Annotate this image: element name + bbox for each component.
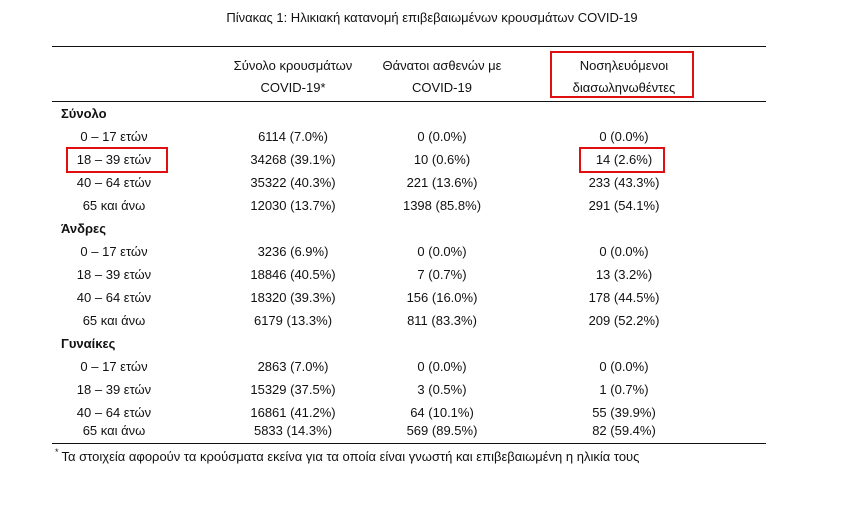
section-heading-men: Άνδρες: [61, 221, 106, 236]
column-header-line: COVID-19*: [260, 80, 326, 95]
table-row: 0 – 17 ετών 6114 (7.0%) 0 (0.0%) 0 (0.0%…: [0, 126, 864, 148]
deaths-cell: 0 (0.0%): [417, 359, 467, 374]
deaths-cell: 811 (83.3%): [407, 313, 477, 328]
footnote-text: Τα στοιχεία αφορούν τα κρούσματα εκείνα …: [61, 449, 640, 464]
table-row: 40 – 64 ετών 16861 (41.2%) 64 (10.1%) 55…: [0, 402, 864, 424]
cases-cell: 35322 (40.3%): [250, 175, 336, 190]
intubated-cell: 0 (0.0%): [599, 359, 649, 374]
intubated-cell: 1 (0.7%): [599, 382, 649, 397]
age-group-cell: 40 – 64 ετών: [76, 290, 152, 305]
age-group-cell: 65 και άνω: [82, 423, 146, 438]
table-title: Πίνακας 1: Ηλικιακή κατανομή επιβεβαιωμέ…: [226, 10, 638, 25]
table-top-rule: [52, 46, 766, 47]
age-group-cell: 65 και άνω: [82, 313, 146, 328]
highlight-box-intubated-header: [550, 51, 694, 98]
intubated-cell: 14 (2.6%): [595, 152, 653, 167]
cases-cell: 5833 (14.3%): [253, 423, 333, 438]
table-row: 65 και άνω 6179 (13.3%) 811 (83.3%) 209 …: [0, 310, 864, 332]
cases-cell: 6114 (7.0%): [258, 129, 328, 144]
footnote: * Τα στοιχεία αφορούν τα κρούσματα εκείνα…: [55, 447, 640, 464]
table-bottom-rule: [52, 443, 766, 444]
table-row: 65 και άνω 12030 (13.7%) 1398 (85.8%) 29…: [0, 195, 864, 217]
intubated-cell: 291 (54.1%): [588, 198, 660, 213]
intubated-cell: 178 (44.5%): [588, 290, 660, 305]
cases-cell: 2863 (7.0%): [257, 359, 329, 374]
footnote-marker: *: [55, 447, 59, 457]
highlight-box-intubated-value: [579, 147, 665, 173]
deaths-cell: 156 (16.0%): [406, 290, 478, 305]
table-header-rule: [52, 101, 766, 102]
intubated-cell: 0 (0.0%): [599, 244, 649, 259]
age-group-cell: 40 – 64 ετών: [76, 175, 152, 190]
table-row: 18 – 39 ετών 18846 (40.5%) 7 (0.7%) 13 (…: [0, 264, 864, 286]
deaths-cell: 221 (13.6%): [406, 175, 478, 190]
age-group-cell: 0 – 17 ετών: [80, 244, 148, 259]
deaths-cell: 1398 (85.8%): [402, 198, 482, 213]
intubated-cell: 233 (43.3%): [588, 175, 660, 190]
age-group-cell: 65 και άνω: [82, 198, 146, 213]
column-header-line: διασωληνωθέντες: [572, 80, 676, 95]
table-row: 18 – 39 ετών 34268 (39.1%) 10 (0.6%) 14 …: [0, 149, 864, 171]
section-heading-total: Σύνολο: [61, 106, 107, 121]
cases-cell: 3236 (6.9%): [257, 244, 329, 259]
age-group-cell: 18 – 39 ετών: [76, 382, 152, 397]
table-row: 65 και άνω 5833 (14.3%) 569 (89.5%) 82 (…: [0, 420, 864, 442]
deaths-cell: 3 (0.5%): [417, 382, 467, 397]
cases-cell: 18846 (40.5%): [250, 267, 336, 282]
table-row: 0 – 17 ετών 3236 (6.9%) 0 (0.0%) 0 (0.0%…: [0, 241, 864, 263]
deaths-cell: 7 (0.7%): [417, 267, 467, 282]
deaths-cell: 64 (10.1%): [410, 405, 474, 420]
cases-cell: 12030 (13.7%): [250, 198, 336, 213]
age-group-cell: 40 – 64 ετών: [76, 405, 152, 420]
cases-cell: 6179 (13.3%): [253, 313, 333, 328]
cases-cell: 16861 (41.2%): [250, 405, 336, 420]
intubated-cell: 55 (39.9%): [592, 405, 656, 420]
table-row: 40 – 64 ετών 35322 (40.3%) 221 (13.6%) 2…: [0, 172, 864, 194]
column-header-deaths: Θάνατοι ασθενών με COVID-19: [362, 55, 522, 99]
intubated-cell: 209 (52.2%): [588, 313, 660, 328]
column-header-total-cases: Σύνολο κρουσμάτων COVID-19*: [213, 55, 373, 99]
intubated-cell: 13 (3.2%): [595, 267, 653, 282]
age-group-cell: 18 – 39 ετών: [76, 152, 152, 167]
deaths-cell: 0 (0.0%): [417, 129, 467, 144]
age-group-cell: 0 – 17 ετών: [80, 359, 148, 374]
column-header-line: COVID-19: [412, 80, 472, 95]
intubated-cell: 82 (59.4%): [592, 423, 656, 438]
column-header-intubated: Νοσηλευόμενοι διασωληνωθέντες: [544, 55, 704, 99]
age-group-cell: 0 – 17 ετών: [80, 129, 148, 144]
table-row: 0 – 17 ετών 2863 (7.0%) 0 (0.0%) 0 (0.0%…: [0, 356, 864, 378]
deaths-cell: 0 (0.0%): [417, 244, 467, 259]
deaths-cell: 569 (89.5%): [406, 423, 478, 438]
table-row: 18 – 39 ετών 15329 (37.5%) 3 (0.5%) 1 (0…: [0, 379, 864, 401]
intubated-cell: 0 (0.0%): [599, 129, 649, 144]
table-row: 40 – 64 ετών 18320 (39.3%) 156 (16.0%) 1…: [0, 287, 864, 309]
cases-cell: 18320 (39.3%): [250, 290, 336, 305]
column-header-line: Σύνολο κρουσμάτων: [233, 58, 353, 73]
cases-cell: 34268 (39.1%): [250, 152, 336, 167]
column-header-line: Θάνατοι ασθενών με: [382, 58, 502, 73]
column-header-line: Νοσηλευόμενοι: [579, 58, 669, 73]
deaths-cell: 10 (0.6%): [413, 152, 471, 167]
section-heading-women: Γυναίκες: [61, 336, 116, 351]
cases-cell: 15329 (37.5%): [250, 382, 336, 397]
age-group-cell: 18 – 39 ετών: [76, 267, 152, 282]
highlight-box-age-18-39: [66, 147, 168, 173]
